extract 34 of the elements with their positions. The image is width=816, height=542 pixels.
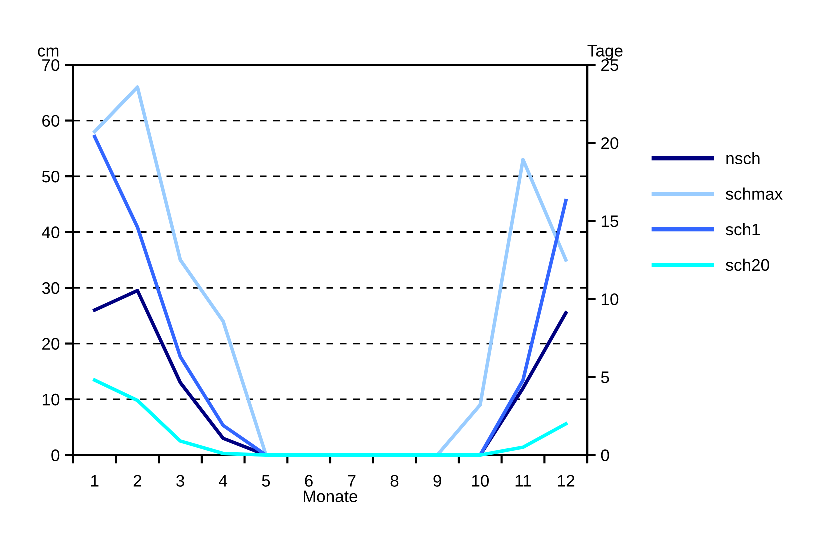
y2-tick-label: 20 [602, 137, 619, 150]
y2-tick-label: 25 [602, 59, 619, 72]
x-axis-title: Monate [304, 490, 358, 503]
y-tick-label: 60 [42, 115, 60, 127]
y2-tick-label: 0 [601, 450, 610, 462]
x-tick-label: 2 [134, 475, 142, 487]
legend-label: nsch [726, 152, 760, 164]
y2-tick-label: 15 [602, 216, 619, 228]
y-tick-label: 40 [42, 226, 60, 238]
y-tick-label: 30 [42, 282, 60, 294]
x-tick-label: 1 [91, 475, 99, 487]
y-tick-label: 70 [42, 59, 60, 72]
x-tick-label: 10 [472, 475, 490, 487]
x-tick-label: 11 [516, 475, 532, 487]
y2-tick-label: 10 [602, 294, 619, 306]
line-series [93, 378, 568, 458]
y-tick-label: 10 [42, 394, 60, 406]
x-tick-label: 9 [434, 475, 442, 487]
y-axis-title: cm [38, 48, 59, 57]
x-tick-label: 6 [305, 475, 313, 487]
legend-label: schmax [726, 188, 783, 200]
x-tick-label: 4 [219, 475, 228, 487]
x-tick-label: 7 [348, 475, 356, 487]
x-tick-label: 5 [262, 475, 270, 487]
y-tick-label: 50 [42, 170, 60, 183]
legend-label: sch1 [726, 223, 760, 236]
x-tick-label: 12 [558, 475, 575, 487]
y2-tick-label: 5 [601, 372, 610, 384]
x-tick-label: 8 [390, 475, 399, 487]
y-tick-label: 0 [52, 450, 60, 462]
x-tick-label: 3 [176, 475, 184, 487]
y2-axis-title: Tage [588, 45, 623, 60]
legend-label: sch20 [726, 258, 770, 272]
y-tick-label: 20 [42, 338, 60, 350]
